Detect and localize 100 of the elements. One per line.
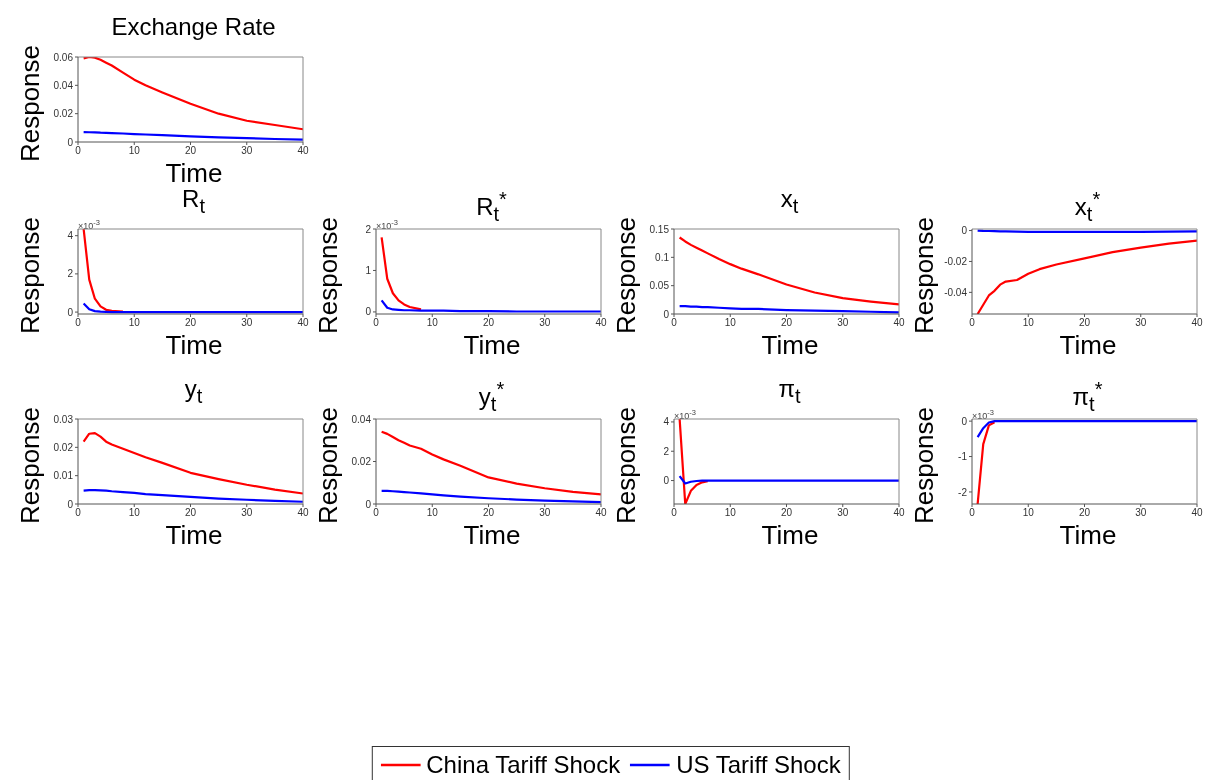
- y-tick-label: 0: [663, 475, 670, 487]
- x-tick-label: 40: [297, 317, 309, 329]
- x-tick-label: 40: [595, 507, 607, 519]
- y-tick-label: 0.03: [53, 413, 74, 425]
- legend-label: US Tariff Shock: [676, 751, 841, 779]
- y-tick-label: -1: [958, 451, 968, 463]
- line-series: [82, 302, 303, 314]
- x-tick-label: 0: [671, 507, 678, 519]
- x-tick-label: 0: [75, 317, 82, 329]
- y-axis-title: Response: [15, 406, 47, 524]
- y-tick-label: 0.05: [649, 280, 670, 292]
- y-axis-title: Response: [313, 406, 345, 524]
- x-tick-label: 40: [893, 317, 905, 329]
- line-series: [976, 420, 1197, 439]
- legend-label: China Tariff Shock: [426, 751, 621, 779]
- x-tick-label: 0: [969, 317, 976, 329]
- y-tick-label: -0.02: [944, 256, 968, 267]
- annotation: ×10$^{-3}$: [78, 218, 100, 231]
- line-series: [976, 239, 1197, 314]
- x-axis-title: Time: [760, 330, 820, 361]
- y-axis-title: Response: [313, 216, 345, 334]
- y-tick-label: 0: [961, 225, 968, 237]
- x-axis-title: Time: [462, 520, 522, 551]
- x-tick-label: 0: [969, 507, 976, 519]
- x-tick-label: 40: [595, 317, 607, 329]
- y-tick-label: 0: [365, 306, 372, 318]
- y-axis-title: Response: [909, 406, 941, 524]
- x-tick-label: 0: [75, 145, 82, 157]
- y-tick-label: -2: [958, 486, 968, 498]
- y-tick-label: 4: [67, 230, 74, 242]
- y-axis-title: Response: [15, 216, 47, 334]
- line-series: [82, 130, 303, 141]
- x-tick-label: 30: [837, 317, 849, 329]
- y-tick-label: 0.1: [655, 251, 670, 263]
- x-tick-label: 10: [1022, 507, 1035, 519]
- y-tick-label: 0.04: [53, 79, 74, 91]
- x-tick-label: 20: [184, 317, 197, 329]
- chart-title: π$_{t}$: [778, 375, 801, 407]
- x-tick-label: 10: [426, 317, 439, 329]
- line-series: [82, 57, 303, 131]
- x-tick-label: 20: [780, 317, 793, 329]
- x-tick-label: 10: [1022, 317, 1035, 329]
- line-series: [678, 475, 899, 485]
- y-tick-label: 0: [365, 498, 372, 510]
- y-tick-label: 0.01: [53, 470, 74, 482]
- x-tick-label: 40: [1191, 317, 1203, 329]
- y-tick-label: 2: [663, 445, 670, 457]
- y-tick-label: 0: [67, 498, 74, 510]
- x-tick-label: 30: [1135, 507, 1147, 519]
- y-tick-label: 0.02: [53, 441, 74, 453]
- y-tick-label: 2: [365, 223, 372, 235]
- x-tick-label: 30: [837, 507, 849, 519]
- y-axis-title: Response: [909, 216, 941, 334]
- y-tick-label: 4: [663, 416, 670, 428]
- y-tick-label: 0.02: [351, 456, 372, 468]
- x-tick-label: 20: [1078, 317, 1091, 329]
- chart-title: x$_{t}$: [779, 184, 800, 219]
- x-tick-label: 0: [671, 317, 678, 329]
- line-series: [678, 419, 709, 504]
- x-tick-label: 30: [241, 145, 253, 157]
- x-tick-label: 20: [482, 507, 495, 519]
- chart-title: Exchange Rate: [110, 12, 277, 42]
- x-tick-label: 0: [373, 317, 380, 329]
- x-tick-label: 40: [297, 145, 309, 157]
- x-tick-label: 40: [297, 507, 309, 519]
- line-series: [380, 489, 601, 504]
- y-axis-title: Response: [611, 216, 643, 334]
- x-axis-title: Time: [164, 330, 224, 361]
- x-axis-title: Time: [1058, 520, 1118, 551]
- x-tick-label: 10: [426, 507, 439, 519]
- line-series: [380, 430, 601, 496]
- x-tick-label: 30: [1135, 317, 1147, 329]
- line-series: [82, 489, 303, 503]
- line-series: [82, 432, 303, 495]
- y-tick-label: 1: [365, 265, 372, 277]
- line-series: [380, 299, 601, 313]
- x-axis-title: Time: [164, 520, 224, 551]
- chart-title: y$_{t}$: [183, 374, 204, 409]
- x-tick-label: 30: [539, 317, 551, 329]
- x-tick-label: 20: [184, 145, 197, 157]
- y-tick-label: 0.06: [53, 51, 74, 63]
- x-tick-label: 10: [128, 317, 141, 329]
- y-tick-label: 0: [961, 415, 968, 427]
- y-tick-label: 0: [67, 136, 74, 148]
- x-tick-label: 20: [184, 507, 197, 519]
- y-tick-label: 0: [67, 306, 74, 318]
- line-series: [678, 236, 899, 306]
- annotation: ×10$^{-3}$: [972, 408, 994, 421]
- x-tick-label: 0: [373, 507, 380, 519]
- y-tick-label: 0: [663, 308, 670, 320]
- y-tick-label: 0.04: [351, 413, 372, 425]
- line-series: [678, 304, 899, 314]
- x-tick-label: 10: [128, 145, 141, 157]
- annotation: ×10$^{-3}$: [376, 218, 398, 231]
- x-tick-label: 40: [1191, 507, 1203, 519]
- x-axis-title: Time: [462, 330, 522, 361]
- x-tick-label: 20: [1078, 507, 1091, 519]
- x-tick-label: 40: [893, 507, 905, 519]
- y-axis-title: Response: [611, 406, 643, 524]
- annotation: ×10$^{-3}$: [674, 408, 696, 421]
